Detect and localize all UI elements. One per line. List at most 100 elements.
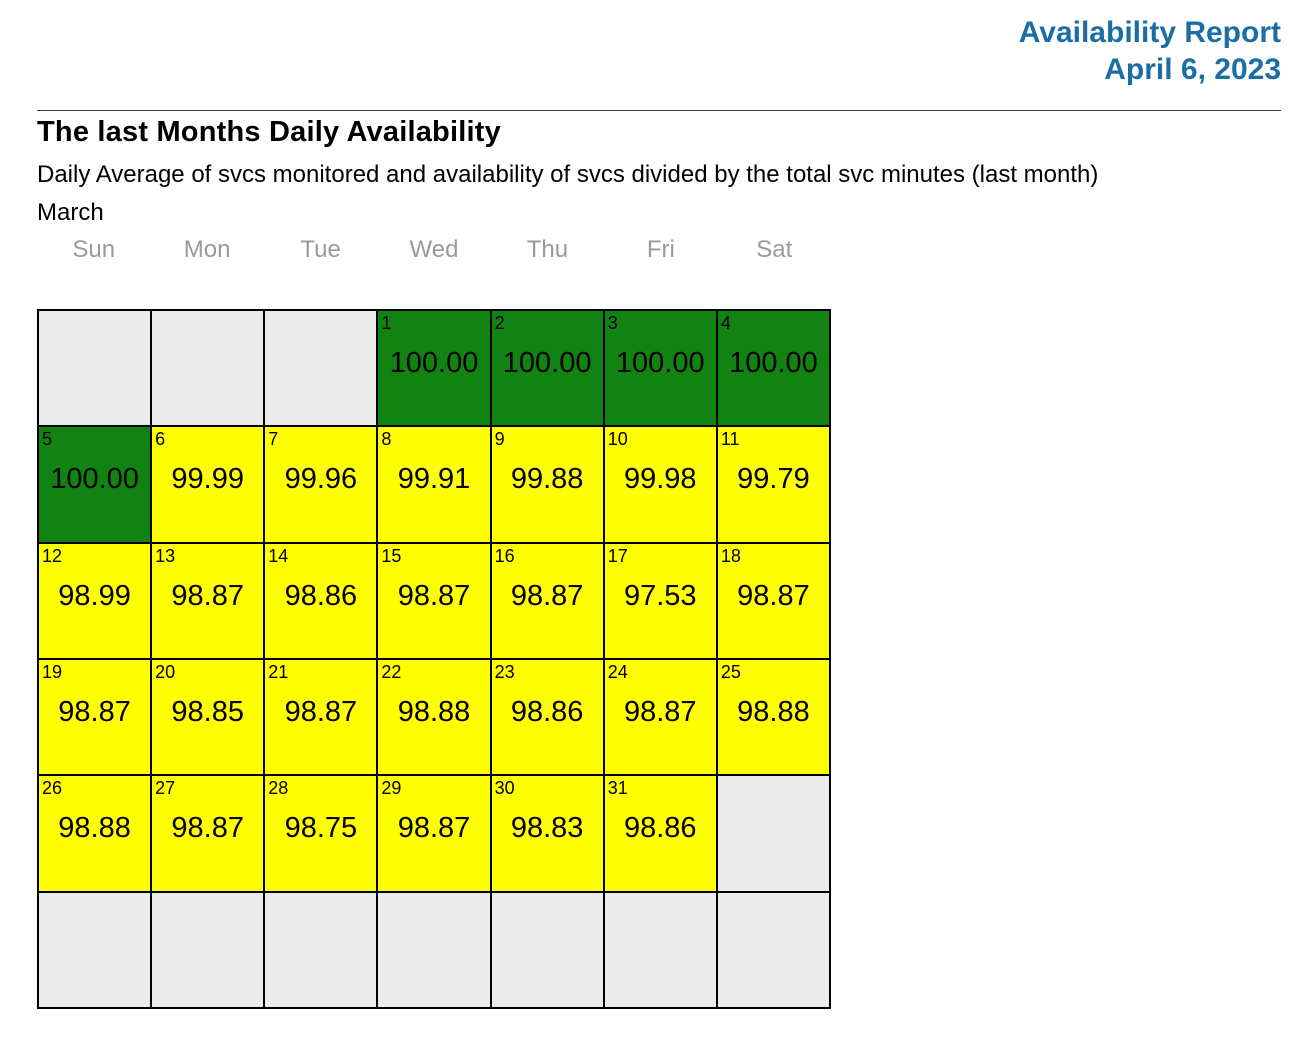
calendar-day-cell-12: 12 98.99 xyxy=(39,543,151,658)
calendar-day-cell-8: 8 99.91 xyxy=(378,427,490,542)
calendar-day-cell-5: 5 100.00 xyxy=(39,427,151,542)
day-number: 28 xyxy=(268,778,289,799)
report-header: Availability Report April 6, 2023 xyxy=(1019,14,1281,88)
availability-value: 98.75 xyxy=(284,812,358,845)
calendar-day-cell-26: 26 98.88 xyxy=(39,776,151,891)
day-number: 14 xyxy=(268,545,289,566)
day-number: 24 xyxy=(607,662,628,682)
calendar-empty-cell xyxy=(265,311,377,426)
calendar-day-cell-24: 24 98.87 xyxy=(604,660,716,775)
availability-value: 98.87 xyxy=(397,812,471,845)
availability-value: 98.88 xyxy=(737,696,810,728)
weekday-label-mon: Mon xyxy=(183,236,231,263)
report-title: Availability Report xyxy=(1018,16,1281,49)
availability-value: 99.79 xyxy=(737,463,810,496)
day-number: 16 xyxy=(494,545,515,566)
day-number: 23 xyxy=(494,662,515,682)
availability-value: 98.86 xyxy=(284,579,358,612)
calendar-day-cell-15: 15 98.87 xyxy=(378,543,490,658)
weekday-label-wed: Wed xyxy=(409,236,459,263)
day-number: 31 xyxy=(607,778,628,799)
availability-value: 100.00 xyxy=(729,347,818,379)
availability-value: 99.99 xyxy=(171,463,244,496)
calendar-empty-cell xyxy=(378,892,490,1007)
calendar-empty-cell xyxy=(265,892,377,1007)
availability-value: 99.88 xyxy=(510,463,584,496)
weekday-header-row: Sun Mon Tue Wed Thu Fri Sat xyxy=(37,236,831,264)
availability-value: 100.00 xyxy=(502,347,592,379)
day-number: 19 xyxy=(42,662,63,682)
calendar-day-cell-22: 22 98.88 xyxy=(378,660,490,775)
weekday-label-thu: Thu xyxy=(526,236,569,263)
calendar-day-cell-13: 13 98.87 xyxy=(152,543,264,658)
calendar-day-cell-18: 18 98.87 xyxy=(717,543,829,658)
day-number: 5 xyxy=(42,429,53,450)
day-number: 11 xyxy=(720,429,740,450)
availability-value: 99.96 xyxy=(284,463,358,496)
day-number: 4 xyxy=(720,313,731,333)
calendar-day-cell-28: 28 98.75 xyxy=(265,776,377,891)
day-number: 7 xyxy=(268,429,279,450)
calendar-empty-cell xyxy=(604,892,716,1007)
calendar-heatmap-grid: 1 100.00 2 100.00 3 100.00 4 100.00 5 100.00 6 99.9… xyxy=(37,309,831,1009)
calendar-day-cell-14: 14 98.86 xyxy=(265,543,377,658)
availability-value: 99.98 xyxy=(623,463,697,496)
calendar-day-cell-30: 30 98.83 xyxy=(491,776,603,891)
day-number: 2 xyxy=(494,313,505,333)
availability-value: 100.00 xyxy=(615,347,705,379)
availability-value: 98.85 xyxy=(171,696,244,728)
calendar-day-cell-6: 6 99.99 xyxy=(152,427,264,542)
availability-value: 98.86 xyxy=(510,696,584,728)
calendar-empty-cell xyxy=(39,892,151,1007)
day-number: 13 xyxy=(155,545,176,566)
calendar-empty-cell xyxy=(152,892,264,1007)
day-number: 3 xyxy=(607,313,618,333)
availability-value: 98.87 xyxy=(284,696,358,728)
day-number: 22 xyxy=(381,662,402,682)
availability-value: 100.00 xyxy=(389,347,479,379)
section-heading: The last Months Daily Availability xyxy=(37,116,501,148)
calendar-empty-cell xyxy=(39,311,151,426)
calendar-day-cell-10: 10 99.98 xyxy=(604,427,716,542)
section-subtitle: Daily Average of svcs monitored and avai… xyxy=(37,161,1099,188)
day-number: 18 xyxy=(720,545,741,566)
calendar-day-cell-3: 3 100.00 xyxy=(604,311,716,426)
weekday-label-fri: Fri xyxy=(646,236,675,263)
availability-value: 98.99 xyxy=(58,579,131,612)
day-number: 6 xyxy=(155,429,166,450)
availability-value: 98.87 xyxy=(510,579,584,612)
availability-value: 98.83 xyxy=(510,812,584,845)
day-number: 27 xyxy=(155,778,176,799)
calendar-day-cell-20: 20 98.85 xyxy=(152,660,264,775)
availability-value: 98.87 xyxy=(171,812,244,845)
day-number: 8 xyxy=(381,429,392,450)
header-divider xyxy=(37,110,1281,111)
day-number: 10 xyxy=(607,429,628,450)
calendar-day-cell-27: 27 98.87 xyxy=(152,776,264,891)
weekday-label-sun: Sun xyxy=(72,236,116,263)
availability-value: 98.87 xyxy=(397,579,471,612)
day-number: 17 xyxy=(607,545,628,566)
month-label: March xyxy=(37,199,104,226)
day-number: 25 xyxy=(720,662,741,682)
availability-value: 98.87 xyxy=(737,579,810,612)
calendar-day-cell-31: 31 98.86 xyxy=(604,776,716,891)
day-number: 29 xyxy=(381,778,402,799)
day-number: 21 xyxy=(268,662,289,682)
calendar-day-cell-9: 9 99.88 xyxy=(491,427,603,542)
calendar-day-cell-23: 23 98.86 xyxy=(491,660,603,775)
calendar-day-cell-25: 25 98.88 xyxy=(717,660,829,775)
calendar-day-cell-2: 2 100.00 xyxy=(491,311,603,426)
availability-value: 98.88 xyxy=(397,696,471,728)
calendar-day-cell-21: 21 98.87 xyxy=(265,660,377,775)
day-number: 1 xyxy=(381,313,392,333)
weekday-label-sat: Sat xyxy=(756,236,793,263)
calendar-day-cell-17: 17 97.53 xyxy=(604,543,716,658)
calendar-day-cell-4: 4 100.00 xyxy=(717,311,829,426)
calendar-empty-cell xyxy=(717,892,829,1007)
availability-value: 99.91 xyxy=(397,463,471,496)
availability-value: 97.53 xyxy=(623,579,697,612)
availability-value: 98.87 xyxy=(171,579,244,612)
availability-value: 98.87 xyxy=(623,696,697,728)
